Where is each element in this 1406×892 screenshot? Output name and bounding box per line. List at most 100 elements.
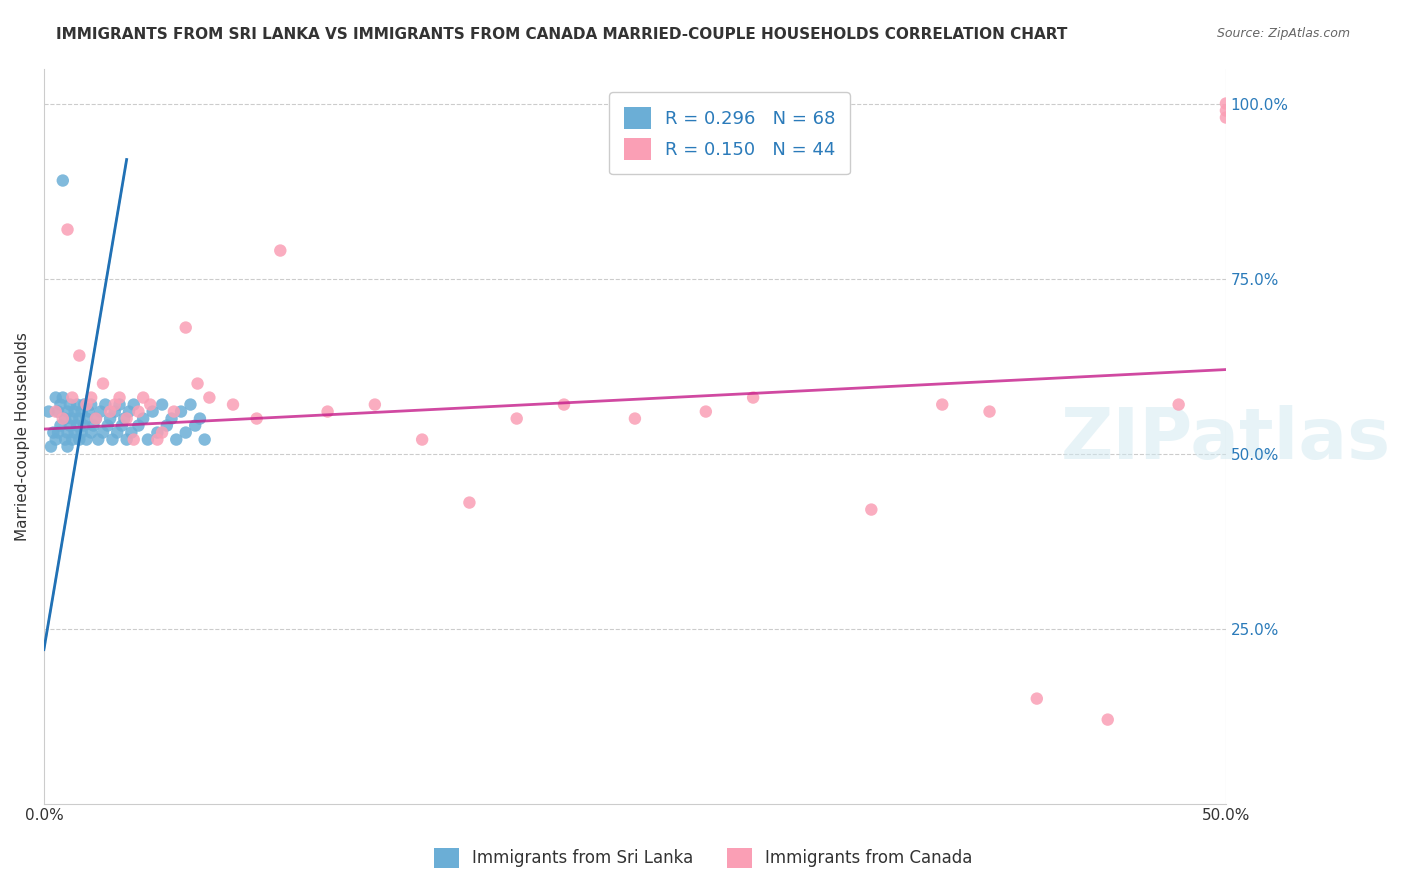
Point: [269, 244, 291, 258]
Point: [66, 398, 89, 412]
Point: [52, 391, 75, 405]
Point: [198, 391, 221, 405]
Point: [67, 349, 90, 363]
Text: ZIPatlas: ZIPatlas: [1062, 405, 1391, 474]
Point: [91, 376, 114, 391]
Point: [56, 425, 79, 440]
Point: [63, 404, 86, 418]
Point: [38, 404, 60, 418]
Point: [1025, 691, 1047, 706]
Point: [80, 391, 103, 405]
Point: [122, 433, 145, 447]
Point: [112, 411, 135, 425]
Point: [132, 391, 155, 405]
Point: [70, 425, 93, 440]
Point: [246, 411, 269, 425]
Point: [73, 398, 96, 412]
Point: [98, 404, 121, 418]
Point: [132, 411, 155, 425]
Point: [49, 418, 72, 433]
Point: [83, 418, 105, 433]
Point: [59, 418, 82, 433]
Point: [91, 425, 114, 440]
Point: [45, 404, 67, 418]
Point: [165, 433, 187, 447]
Point: [458, 495, 481, 509]
Point: [931, 398, 953, 412]
Point: [80, 398, 103, 412]
Point: [1215, 96, 1237, 111]
Point: [127, 404, 149, 418]
Point: [142, 404, 165, 418]
Point: [87, 433, 110, 447]
Point: [66, 418, 89, 433]
Point: [52, 173, 75, 187]
Point: [316, 404, 339, 418]
Point: [98, 411, 121, 425]
Point: [46, 425, 69, 440]
Point: [53, 411, 76, 425]
Point: [75, 433, 97, 447]
Point: [160, 411, 183, 425]
Point: [60, 411, 83, 425]
Point: [139, 398, 162, 412]
Point: [118, 404, 141, 418]
Point: [70, 404, 93, 418]
Point: [46, 404, 69, 418]
Point: [90, 404, 112, 418]
Point: [156, 418, 179, 433]
Point: [42, 425, 65, 440]
Point: [59, 398, 82, 412]
Point: [56, 440, 79, 454]
Point: [56, 404, 79, 418]
Point: [1097, 713, 1119, 727]
Point: [73, 418, 96, 433]
Legend: R = 0.296   N = 68, R = 0.150   N = 44: R = 0.296 N = 68, R = 0.150 N = 44: [609, 92, 849, 174]
Point: [127, 418, 149, 433]
Point: [39, 440, 62, 454]
Point: [187, 376, 209, 391]
Point: [75, 411, 97, 425]
Point: [94, 398, 117, 412]
Point: [222, 398, 245, 412]
Point: [115, 411, 138, 425]
Point: [170, 404, 193, 418]
Point: [105, 425, 128, 440]
Point: [60, 391, 83, 405]
Point: [122, 398, 145, 412]
Point: [108, 398, 131, 412]
Point: [506, 411, 529, 425]
Point: [150, 398, 173, 412]
Point: [174, 425, 197, 440]
Point: [1167, 398, 1189, 412]
Point: [163, 404, 186, 418]
Point: [108, 391, 131, 405]
Point: [1215, 103, 1237, 118]
Point: [150, 425, 173, 440]
Point: [56, 222, 79, 236]
Point: [624, 411, 647, 425]
Point: [184, 418, 207, 433]
Point: [63, 425, 86, 440]
Point: [104, 398, 127, 412]
Point: [52, 411, 75, 425]
Point: [146, 425, 169, 440]
Point: [111, 418, 134, 433]
Point: [194, 433, 217, 447]
Point: [146, 433, 169, 447]
Point: [53, 433, 76, 447]
Point: [45, 391, 67, 405]
Point: [67, 411, 90, 425]
Legend: Immigrants from Sri Lanka, Immigrants from Canada: Immigrants from Sri Lanka, Immigrants fr…: [427, 841, 979, 875]
Point: [695, 404, 717, 418]
Point: [60, 433, 83, 447]
Text: Source: ZipAtlas.com: Source: ZipAtlas.com: [1216, 27, 1350, 40]
Point: [80, 425, 103, 440]
Point: [136, 433, 159, 447]
Point: [84, 411, 107, 425]
Point: [742, 391, 765, 405]
Point: [979, 404, 1001, 418]
Y-axis label: Married-couple Households: Married-couple Households: [15, 332, 30, 541]
Point: [45, 433, 67, 447]
Point: [104, 404, 127, 418]
